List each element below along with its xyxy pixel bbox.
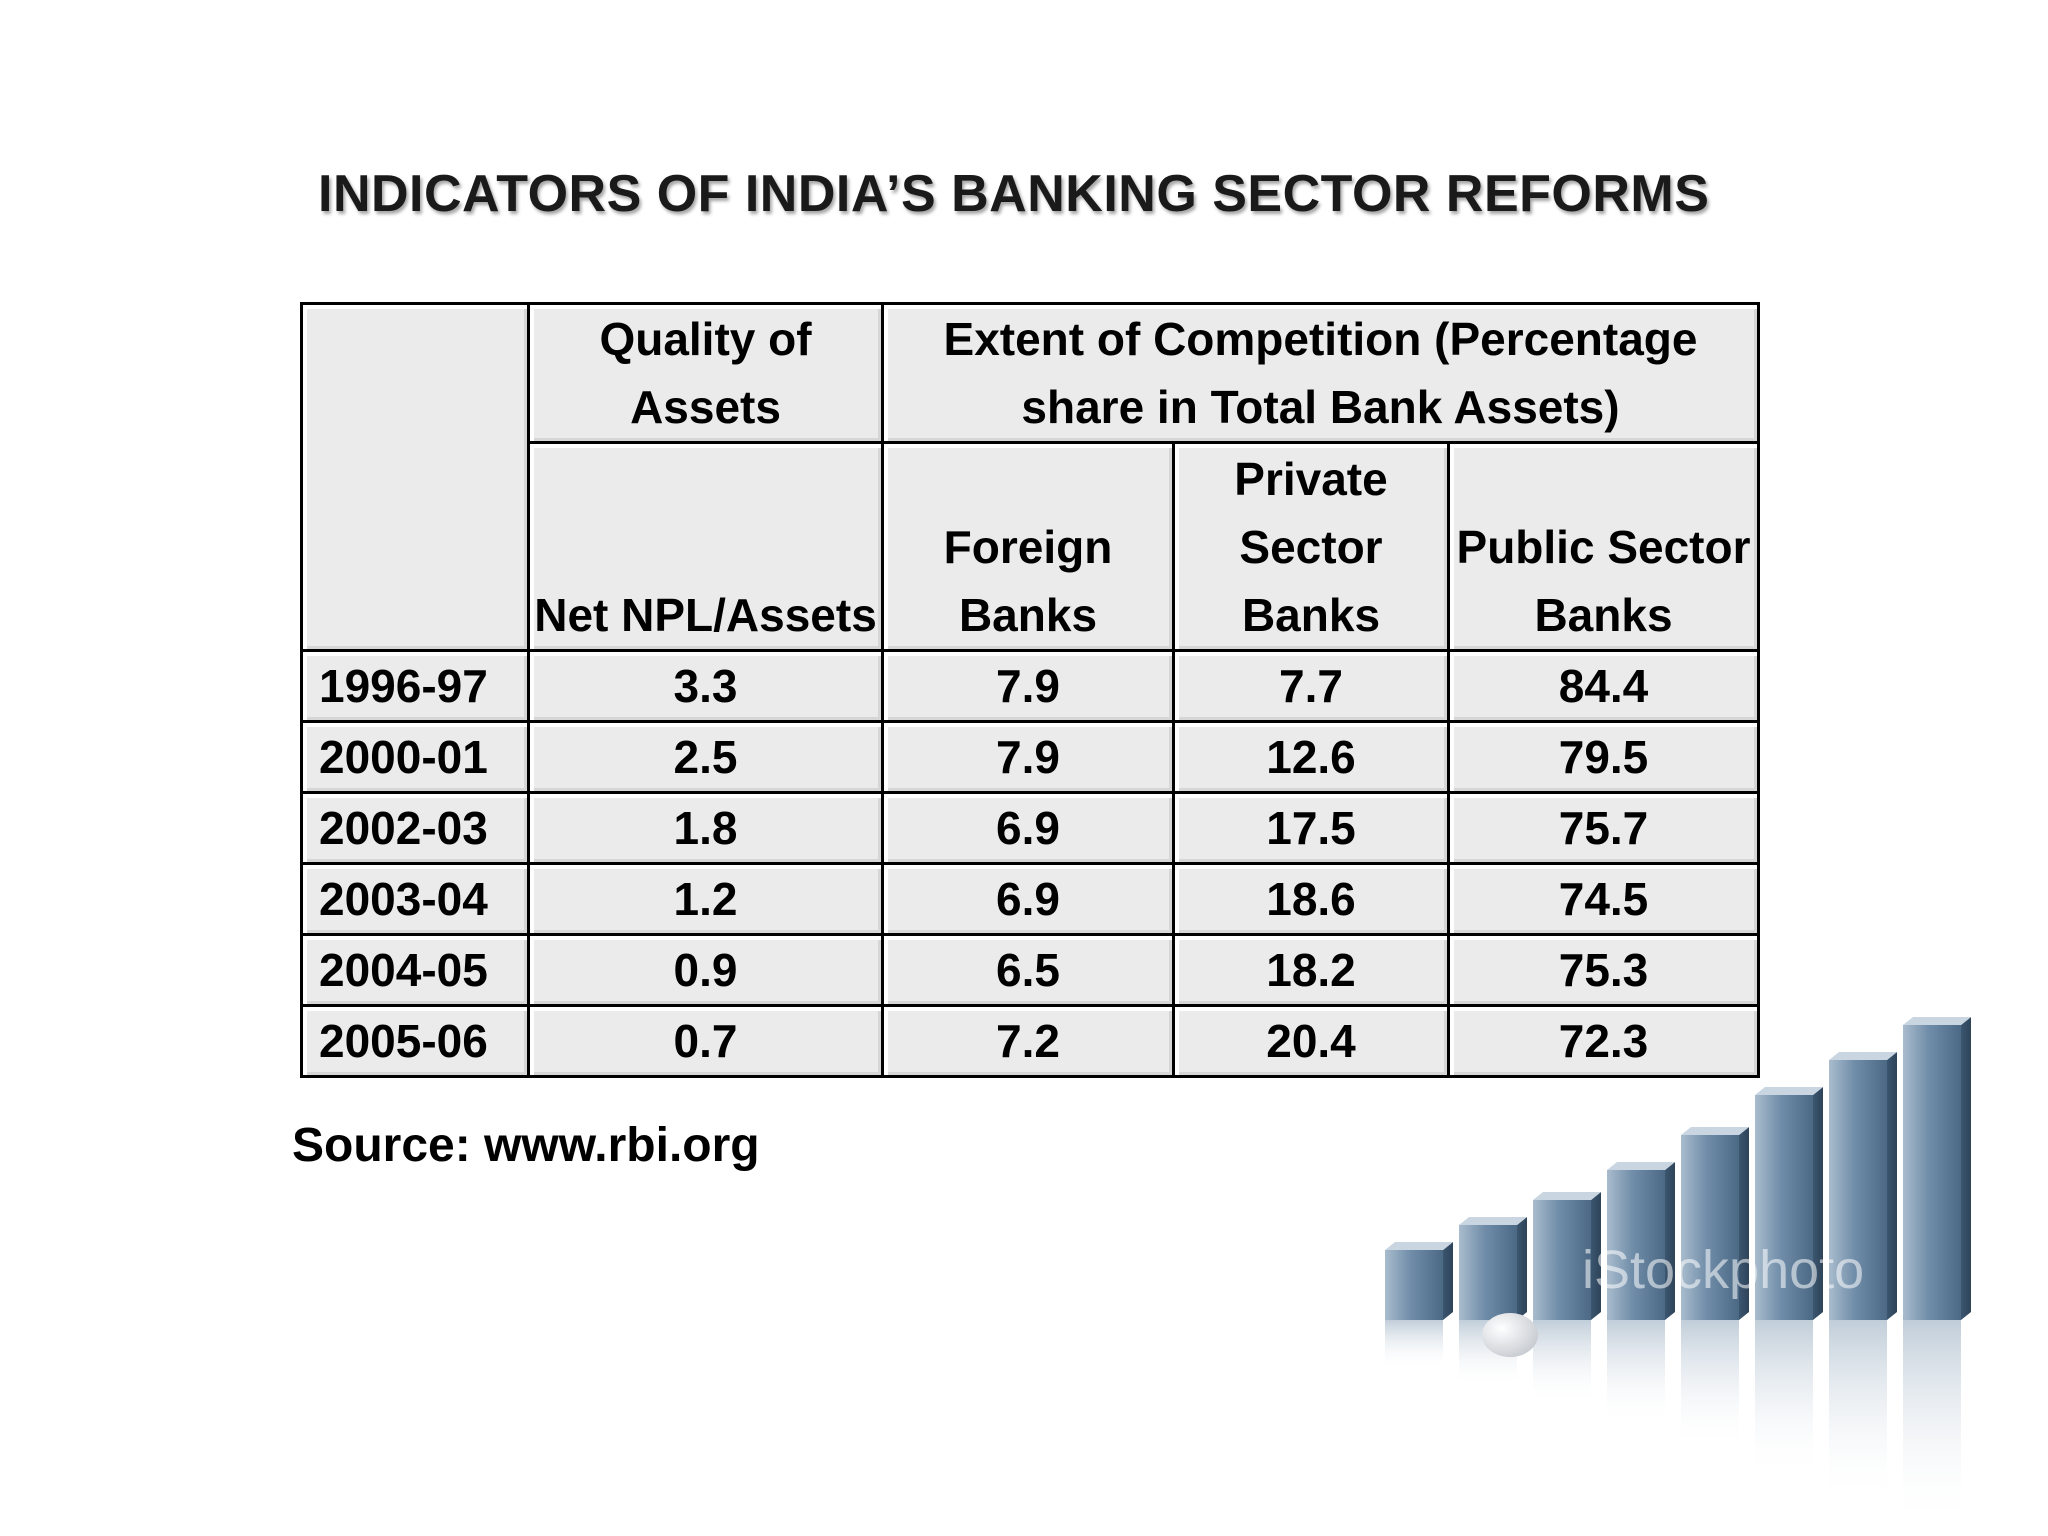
- decorative-bar: [1533, 1192, 1601, 1404]
- table-cell: 79.5: [1447, 720, 1760, 794]
- slide-title: INDICATORS OF INDIA’S BANKING SECTOR REF…: [318, 165, 1710, 223]
- table-cell: 75.3: [1447, 933, 1760, 1007]
- table-row: 2003-04 1.2 6.9 18.6 74.5: [300, 862, 1760, 936]
- header-private-sector-banks: Private Sector Banks: [1172, 441, 1450, 652]
- decorative-bar: [1903, 1017, 1971, 1527]
- table-cell: 0.7: [527, 1004, 884, 1078]
- table-corner-cell: [300, 302, 530, 652]
- table-cell: 7.2: [881, 1004, 1175, 1078]
- header-quality-of-assets: Quality of Assets: [527, 302, 884, 444]
- header-net-npl-assets: Net NPL/Assets: [527, 441, 884, 652]
- table-cell: 84.4: [1447, 649, 1760, 723]
- watermark-text: iStockphoto: [1582, 1240, 1864, 1300]
- header-foreign-banks: Foreign Banks: [881, 441, 1175, 652]
- bar-chart-illustration: iStockphoto: [1385, 1017, 1971, 1527]
- year-cell: 2003-04: [300, 862, 530, 936]
- table-cell: 7.9: [881, 649, 1175, 723]
- table-cell: 1.2: [527, 862, 884, 936]
- table-cell: 2.5: [527, 720, 884, 794]
- banking-indicators-table: Quality of Assets Extent of Competition …: [300, 302, 1760, 1078]
- table-row: 2004-05 0.9 6.5 18.2 75.3: [300, 933, 1760, 1007]
- source-citation: Source: www.rbi.org: [292, 1119, 760, 1172]
- decorative-bar: [1459, 1217, 1527, 1387]
- header-extent-of-competition: Extent of Competition (Percentage share …: [881, 302, 1760, 444]
- table-cell: 6.9: [881, 791, 1175, 865]
- header-public-sector-banks: Public Sector Banks: [1447, 441, 1760, 652]
- table-row: 2005-06 0.7 7.2 20.4 72.3: [300, 1004, 1760, 1078]
- table-cell: 20.4: [1172, 1004, 1450, 1078]
- year-cell: 2000-01: [300, 720, 530, 794]
- table-cell: 18.2: [1172, 933, 1450, 1007]
- table-cell: 7.9: [881, 720, 1175, 794]
- year-cell: 2005-06: [300, 1004, 530, 1078]
- table-cell: 7.7: [1172, 649, 1450, 723]
- table-cell: 72.3: [1447, 1004, 1760, 1078]
- decorative-bar: [1385, 1242, 1453, 1369]
- decorative-bars: [1385, 1017, 1971, 1527]
- table-cell: 0.9: [527, 933, 884, 1007]
- table-cell: 6.5: [881, 933, 1175, 1007]
- table-cell: 74.5: [1447, 862, 1760, 936]
- table-header-row-columns: Net NPL/Assets Foreign Banks Private Sec…: [302, 441, 1760, 652]
- table-row: 2000-01 2.5 7.9 12.6 79.5: [300, 720, 1760, 794]
- year-cell: 2002-03: [300, 791, 530, 865]
- table-cell: 18.6: [1172, 862, 1450, 936]
- table-row: 2002-03 1.8 6.9 17.5 75.7: [300, 791, 1760, 865]
- year-cell: 1996-97: [300, 649, 530, 723]
- table-cell: 17.5: [1172, 791, 1450, 865]
- decorative-bar: [1755, 1087, 1823, 1478]
- table-cell: 6.9: [881, 862, 1175, 936]
- year-cell: 2004-05: [300, 933, 530, 1007]
- table-cell: 12.6: [1172, 720, 1450, 794]
- table-cell: 1.8: [527, 791, 884, 865]
- table-header-row-groups: Quality of Assets Extent of Competition …: [300, 302, 1760, 652]
- table-cell: 75.7: [1447, 791, 1760, 865]
- decorative-bar: [1829, 1052, 1897, 1502]
- table-cell: 3.3: [527, 649, 884, 723]
- table-row: 1996-97 3.3 7.9 7.7 84.4: [300, 649, 1760, 723]
- sphere-decoration: [1482, 1313, 1538, 1357]
- decorative-bar: [1607, 1162, 1675, 1425]
- decorative-bar: [1681, 1127, 1749, 1450]
